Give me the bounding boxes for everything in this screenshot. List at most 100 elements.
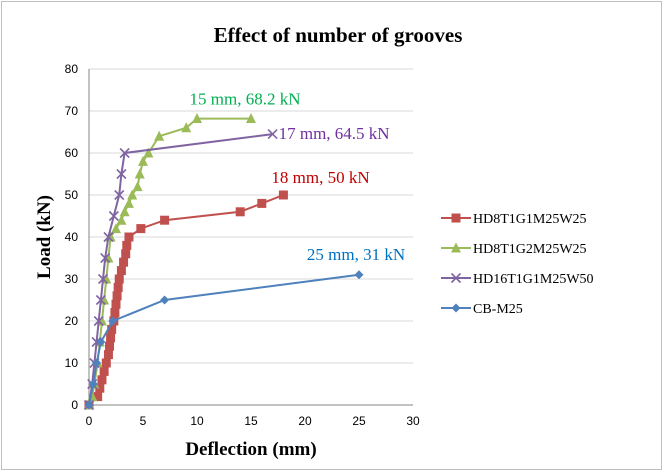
triangle-marker [246, 113, 256, 124]
x-tick-label: 20 [298, 414, 312, 428]
data-label: 17 mm, 64.5 kN [279, 124, 390, 143]
x-marker-stroke [114, 189, 125, 201]
triangle-marker [181, 122, 192, 133]
axes [88, 69, 413, 406]
square-marker [136, 224, 146, 234]
legend-item: HD8T1G1M25W25 [441, 212, 587, 227]
data-label: 18 mm, 50 kN [271, 168, 369, 187]
square-marker [101, 358, 111, 368]
annotations: 15 mm, 68.2 kN 17 mm, 64.5 kN 18 mm, 50 kN… [190, 90, 406, 264]
x-marker [103, 231, 114, 243]
y-tick-label: 70 [65, 104, 79, 118]
x-marker [119, 147, 130, 159]
x-axis-label: Deflection (mm) [185, 439, 316, 460]
chart-title: Effect of number of grooves [214, 23, 463, 47]
diamond-marker [354, 270, 364, 280]
x-tick-label: 30 [406, 414, 420, 428]
series-hd8t1g1m25w25 [84, 190, 288, 410]
triangle-marker [119, 206, 130, 217]
square-marker [99, 366, 109, 376]
diamond-marker [92, 358, 102, 368]
y-tick-label: 50 [65, 188, 79, 202]
square-marker [93, 392, 103, 402]
x-tick-label: 5 [140, 414, 147, 428]
square-marker [103, 350, 113, 360]
square-marker [116, 266, 126, 276]
triangle-marker [111, 223, 121, 234]
square-marker [122, 240, 132, 250]
y-tick-label: 80 [65, 62, 79, 76]
y-tick-labels: 0 10 20 30 40 50 60 70 80 [65, 62, 79, 412]
x-marker [100, 252, 111, 264]
x-tick-label: 0 [86, 414, 93, 428]
series-hd16t1g1m25w50 [83, 129, 278, 411]
triangle-marker [138, 155, 148, 166]
diamond-marker [84, 400, 94, 410]
x-marker [93, 315, 104, 327]
square-marker [119, 257, 129, 267]
square-marker [111, 299, 121, 309]
square-marker [113, 282, 123, 292]
square-marker [105, 341, 115, 351]
series-line [88, 273, 360, 406]
series-line [88, 117, 251, 406]
y-tick-label: 30 [65, 272, 79, 286]
y-tick-label: 60 [65, 146, 79, 160]
y-tick-label: 20 [65, 314, 79, 328]
square-marker [124, 232, 134, 242]
triangle-marker [143, 147, 154, 158]
square-marker [235, 207, 245, 217]
legend-item: CB-M25 [441, 302, 523, 317]
gridlines [89, 110, 413, 364]
legend-label: HD8T1G2M25W25 [473, 242, 587, 257]
y-tick-label: 10 [65, 356, 79, 370]
triangle-marker [132, 181, 143, 192]
x-tick-label: 10 [190, 414, 204, 428]
y-axis-label: Load (kN) [34, 195, 55, 279]
legend: HD8T1G1M25W25 HD8T1G2M25W25 HD16T1G1M25W50… [441, 212, 594, 317]
data-label: 15 mm, 68.2 kN [190, 90, 301, 109]
square-marker [107, 324, 117, 334]
legend-item: HD8T1G2M25W25 [441, 242, 587, 257]
square-marker [106, 333, 116, 343]
data-label: 25 mm, 31 kN [307, 245, 405, 264]
triangle-marker [154, 130, 165, 141]
x-marker-stroke [95, 294, 106, 306]
legend-label: HD8T1G1M25W25 [473, 212, 587, 227]
y-tick-label: 40 [65, 230, 79, 244]
square-marker [114, 274, 124, 284]
square-marker [160, 215, 170, 225]
x-tick-labels: 0 5 10 15 20 25 30 [86, 414, 420, 428]
x-tick-label: 25 [352, 414, 366, 428]
square-marker [97, 375, 107, 385]
x-marker-stroke [97, 273, 109, 285]
x-marker-stroke [450, 272, 462, 284]
triangle-marker [127, 189, 138, 200]
x-marker [97, 273, 109, 285]
x-marker-stroke [103, 231, 114, 243]
square-marker [257, 198, 267, 208]
x-marker-stroke [267, 129, 278, 140]
diamond-marker [88, 379, 98, 389]
diamond-marker [96, 337, 106, 347]
square-marker [110, 308, 120, 318]
legend-item: HD16T1G1M25W50 [441, 272, 594, 287]
x-marker [95, 294, 106, 306]
square-marker [112, 291, 122, 301]
y-tick-label: 0 [71, 398, 78, 412]
x-marker [267, 129, 278, 140]
series [83, 113, 364, 411]
diamond-marker [108, 316, 118, 326]
legend-label: CB-M25 [473, 302, 523, 317]
square-marker [451, 213, 461, 223]
triangle-marker [451, 242, 461, 253]
x-tick-label: 15 [244, 414, 258, 428]
square-marker [278, 190, 288, 200]
series-cb-m25 [84, 270, 364, 410]
x-marker-stroke [116, 168, 127, 180]
x-marker-stroke [108, 210, 119, 222]
x-marker [108, 210, 119, 222]
legend-label: HD16T1G1M25W50 [473, 272, 594, 287]
x-marker [116, 168, 127, 180]
